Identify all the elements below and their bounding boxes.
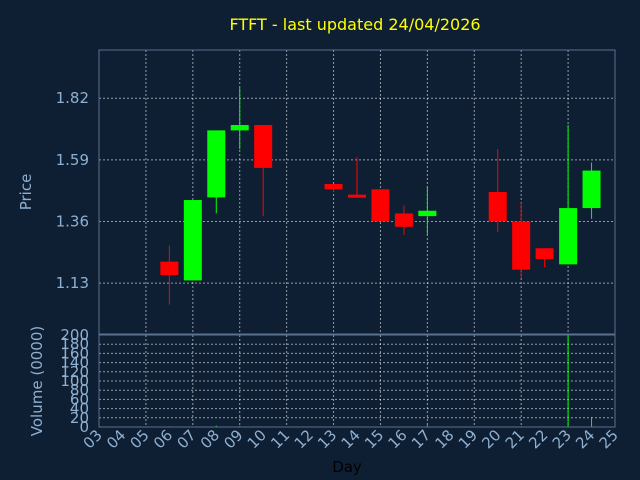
x-tick-label: 13 (314, 426, 340, 452)
x-tick-label: 10 (244, 426, 270, 452)
chart-title: FTFT - last updated 24/04/2026 (229, 15, 480, 34)
candle-body (535, 248, 554, 259)
x-tick-label: 20 (478, 426, 504, 452)
x-tick-label: 09 (220, 426, 246, 452)
volume-bar (215, 425, 217, 427)
candle-body (324, 183, 343, 190)
candle-body (488, 192, 507, 222)
candle-body (207, 130, 226, 198)
x-tick-label: 16 (385, 426, 411, 452)
x-tick-label: 06 (150, 426, 176, 452)
candles (160, 87, 601, 305)
volume-axis-label: Volume (0000) (28, 326, 46, 436)
candle-body (183, 200, 202, 281)
x-tick-label: 04 (103, 426, 129, 452)
volume-y-tick-label: 20 (70, 409, 89, 427)
x-tick-label: 18 (431, 426, 457, 452)
volume-y-tick-label: 120 (60, 363, 89, 381)
x-tick-label: 23 (549, 426, 575, 452)
x-tick-label: 19 (455, 426, 481, 452)
candle-body (254, 125, 273, 168)
x-tick-label: 21 (502, 426, 528, 452)
price-y-tick-label: 1.59 (56, 151, 89, 169)
candle-body (160, 261, 179, 276)
candle-body (559, 208, 578, 265)
candle-body (371, 189, 390, 222)
x-tick-labels: 0304050607080910111213141516171819202122… (80, 426, 622, 452)
volume-panel-frame (98, 334, 616, 428)
x-axis-label: Day (332, 458, 362, 476)
price-y-tick-label: 1.13 (56, 274, 89, 292)
x-tick-label: 22 (525, 426, 551, 452)
price-y-tick-labels: 1.13 1.36 1.59 1.82 (56, 89, 89, 292)
candle-body (512, 221, 531, 270)
price-y-tick-label: 1.82 (56, 89, 89, 107)
volume-y-tick-label: 80 (70, 381, 89, 399)
volume-y-tick-label: 180 (60, 335, 89, 353)
volume-bar (591, 416, 593, 427)
x-tick-label: 12 (291, 426, 317, 452)
volume-y-tick-label: 40 (70, 400, 89, 418)
volume-y-tick-label: 140 (60, 354, 89, 372)
volume-y-tick-label: 200 (60, 326, 89, 344)
candle-body (230, 125, 249, 131)
volume-y-tick-label: 60 (70, 390, 89, 408)
price-axis-label: Price (17, 174, 35, 211)
x-tick-label: 11 (267, 426, 293, 452)
x-tick-label: 25 (596, 426, 622, 452)
x-tick-label: 05 (127, 426, 153, 452)
volume-bar (426, 425, 428, 427)
volume-y-tick-label: 0 (79, 418, 89, 436)
volume-grid (99, 335, 615, 427)
x-tick-label: 14 (338, 426, 364, 452)
x-tick-label: 17 (408, 426, 434, 452)
price-panel-frame (98, 49, 616, 335)
price-y-tick-label: 1.36 (56, 212, 89, 230)
candle-body (582, 170, 601, 209)
x-tick-label: 24 (572, 426, 598, 452)
volume-y-tick-label: 160 (60, 344, 89, 362)
volume-bar (567, 335, 569, 427)
x-tick-label: 08 (197, 426, 223, 452)
candle-body (348, 194, 366, 198)
x-tick-label: 15 (361, 426, 387, 452)
candle-body (394, 213, 413, 227)
volume-y-tick-label: 100 (60, 372, 89, 390)
x-tick-label: 07 (173, 426, 199, 452)
candle-body (418, 210, 437, 217)
